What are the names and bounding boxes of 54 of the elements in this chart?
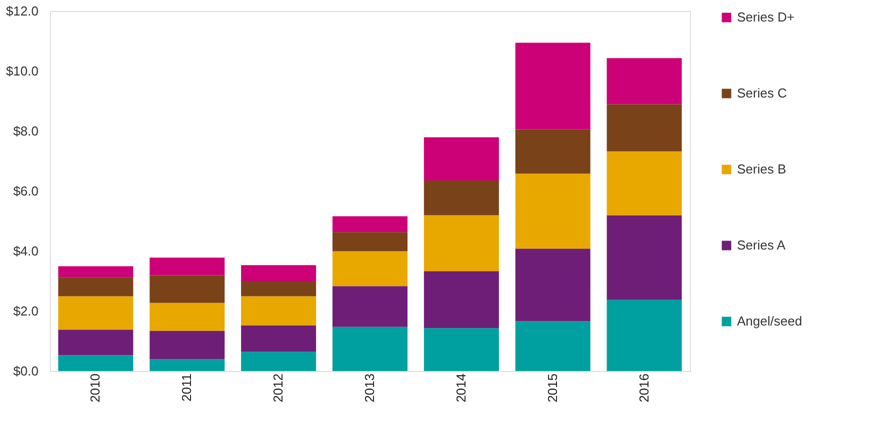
bar: [515, 174, 590, 249]
bar: [332, 251, 408, 286]
y-tick-label: $6.0: [13, 184, 38, 198]
bar: [424, 328, 499, 371]
bar: [606, 151, 682, 216]
y-tick-label: $0.0: [13, 364, 38, 378]
legend-label: Series A: [737, 238, 786, 252]
bar: [150, 258, 225, 276]
bar: [241, 281, 316, 296]
y-tick-label: $2.0: [13, 304, 38, 318]
bar: [515, 321, 590, 371]
bar: [241, 325, 316, 352]
bar: [424, 215, 499, 272]
bar: [58, 296, 134, 330]
bar: [424, 180, 499, 216]
bar: [150, 302, 225, 331]
bar: [58, 355, 134, 371]
legend-label: Series B: [737, 162, 786, 176]
x-tick-label: 2011: [179, 374, 194, 402]
bar: [150, 359, 225, 371]
bar: [332, 232, 408, 252]
y-tick-label: $4.0: [13, 244, 38, 258]
bar: [332, 326, 408, 371]
bar: [241, 352, 316, 371]
bar: [58, 266, 134, 278]
bar: [515, 42, 590, 130]
bar: [606, 215, 682, 300]
x-tick-label: 2013: [362, 374, 377, 402]
bar: [424, 137, 499, 180]
x-tick-label: 2015: [544, 374, 560, 402]
bar: [332, 286, 408, 327]
bar: [606, 300, 682, 371]
bar: [606, 58, 682, 104]
x-tick-label: 2010: [88, 374, 103, 402]
x-tick-label: 2016: [636, 374, 652, 402]
y-tick-label: $12.0: [6, 4, 38, 18]
bar: [606, 104, 682, 152]
bar: [150, 275, 225, 303]
bar: [150, 330, 225, 360]
bar: [515, 129, 590, 174]
bar: [332, 216, 408, 232]
x-tick-label: 2014: [453, 374, 468, 402]
legend-label: Series D+: [737, 10, 794, 24]
legend-label: Angel/seed: [737, 314, 802, 328]
legend-label: Series C: [737, 86, 787, 100]
y-tick-label: $10.0: [6, 64, 38, 78]
bar: [58, 277, 134, 296]
bar: [58, 330, 134, 356]
bar: [515, 248, 590, 322]
bar: [241, 265, 316, 281]
x-tick-label: 2012: [270, 374, 286, 402]
y-tick-label: $8.0: [13, 124, 38, 138]
bar: [424, 271, 499, 328]
bar: [241, 296, 316, 326]
